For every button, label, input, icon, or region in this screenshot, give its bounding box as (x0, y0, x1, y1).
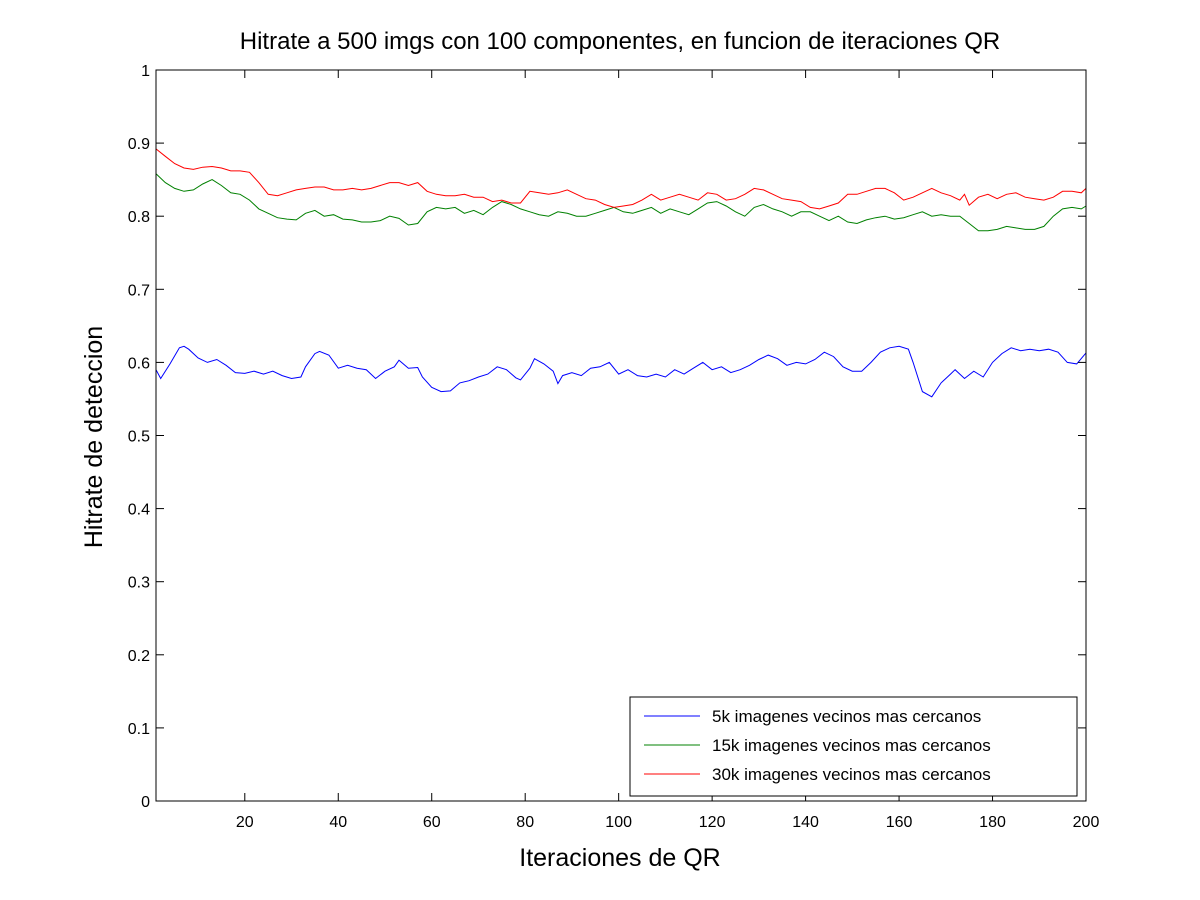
y-tick-label: 1 (141, 63, 150, 80)
legend-label-2: 15k imagenes vecinos mas cercanos (712, 736, 991, 755)
series-line-2 (155, 173, 1087, 232)
x-tick-label: 200 (1073, 814, 1100, 831)
x-tick-label: 80 (516, 814, 534, 831)
ticks-layer: 20 40 60 80 100 120 140 160 180 200 0 0.1 0.2 0.3 0.4 0… (128, 63, 1100, 831)
legend-label-3: 30k imagenes vecinos mas cercanos (712, 765, 991, 784)
x-tick-label: 180 (979, 814, 1006, 831)
x-tick-label: 160 (886, 814, 913, 831)
y-tick-label: 0.1 (128, 721, 150, 738)
x-tick-label: 20 (236, 814, 254, 831)
legend-label-1: 5k imagenes vecinos mas cercanos (712, 707, 981, 726)
series-layer (155, 148, 1087, 398)
y-tick-label: 0.2 (128, 648, 150, 665)
series-line-3 (155, 148, 1087, 210)
legend: 5k imagenes vecinos mas cercanos 15k imag… (629, 696, 1078, 797)
y-tick-label: 0.8 (128, 209, 150, 226)
y-tick-label: 0.3 (128, 575, 150, 592)
y-tick-label: 0.5 (128, 429, 150, 446)
x-tick-label: 140 (792, 814, 819, 831)
y-axis-label: Hitrate de deteccion (80, 326, 108, 548)
x-tick-label: 40 (329, 814, 347, 831)
y-tick-label: 0 (141, 794, 150, 811)
chart-title: Hitrate a 500 imgs con 100 componentes, … (240, 28, 1000, 55)
y-tick-label: 0.6 (128, 355, 150, 372)
y-tick-label: 0.7 (128, 282, 150, 299)
series-line-1 (155, 345, 1087, 398)
y-tick-label: 0.9 (128, 136, 150, 153)
y-tick-label: 0.4 (128, 502, 150, 519)
x-tick-label: 60 (423, 814, 441, 831)
x-axis-label: Iteraciones de QR (519, 844, 721, 872)
legend-box (629, 696, 1078, 797)
x-tick-label: 120 (699, 814, 726, 831)
x-tick-label: 100 (605, 814, 632, 831)
